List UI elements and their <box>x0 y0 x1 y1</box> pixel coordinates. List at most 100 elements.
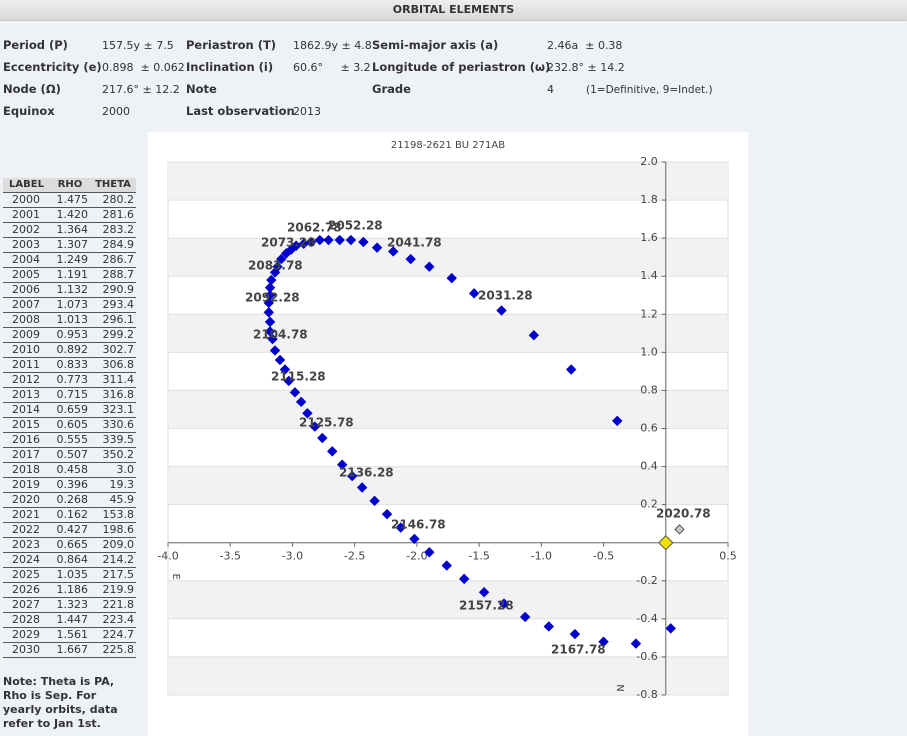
table-cell: 2028 <box>3 612 50 628</box>
year-annotation: 2104.78 <box>253 328 308 342</box>
table-cell: 224.7 <box>90 627 136 643</box>
table-cell: 153.8 <box>90 507 136 523</box>
element-value: 4 <box>547 83 554 96</box>
element-label: Node (Ω) <box>3 82 61 96</box>
point <box>274 354 286 366</box>
point <box>323 234 334 246</box>
point <box>358 236 369 248</box>
y-tick-label: 0.4 <box>640 460 658 473</box>
x-tick-label: -3.0 <box>282 550 303 563</box>
table-cell: 283.2 <box>90 222 136 238</box>
table-cell: 0.555 <box>50 432 90 448</box>
table-cell: 2009 <box>3 327 50 343</box>
table-cell: 2016 <box>3 432 50 448</box>
table-cell: 1.073 <box>50 297 90 313</box>
table-cell: 1.323 <box>50 597 90 613</box>
y-tick-label: 1.6 <box>640 231 658 244</box>
table-row: 2004 1.249 286.7 <box>3 252 136 268</box>
table-cell: 1.307 <box>50 237 90 253</box>
element-value: 1862.9y ± 4.8 <box>293 39 372 52</box>
year-annotation: 2020.78 <box>656 507 711 521</box>
point <box>468 288 480 299</box>
year-annotation: 2125.78 <box>299 416 354 430</box>
table-row: 2008 1.013 296.1 <box>3 312 136 328</box>
orbit-table: LABEL RHO THETA 2000 1.475 280.2 2001 1.420 281.… <box>3 178 136 658</box>
element-label: Semi-major axis (a) <box>372 38 499 52</box>
table-cell: 323.1 <box>90 402 136 418</box>
element-label: Equinox <box>3 104 55 118</box>
table-cell: 2015 <box>3 417 50 433</box>
table-cell: 221.8 <box>90 597 136 613</box>
year-annotation: 2136.28 <box>339 466 394 480</box>
y-tick-label: -0.8 <box>636 688 657 701</box>
table-cell: 2023 <box>3 537 50 553</box>
table-cell: 1.561 <box>50 627 90 643</box>
table-cell: 2003 <box>3 237 50 253</box>
grid-band <box>169 580 727 619</box>
table-cell: 2017 <box>3 447 50 463</box>
table-cell: 2008 <box>3 312 50 328</box>
table-cell: 0.458 <box>50 462 90 478</box>
table-cell: 2012 <box>3 372 50 388</box>
point <box>565 364 577 375</box>
table-cell: 1.191 <box>50 267 90 283</box>
grid-band <box>169 390 727 429</box>
grid-band <box>169 656 727 695</box>
element-label: Period (P) <box>3 38 68 52</box>
table-cell: 302.7 <box>90 342 136 358</box>
table-row: 2017 0.507 350.2 <box>3 447 136 463</box>
table-cell: 1.364 <box>50 222 90 238</box>
element-label: Note <box>186 82 217 96</box>
year-annotation: 2157.28 <box>459 599 514 613</box>
table-cell: 1.420 <box>50 207 90 223</box>
table-cell: 0.665 <box>50 537 90 553</box>
point <box>356 482 368 493</box>
point <box>266 274 277 286</box>
table-cell: 2006 <box>3 282 50 298</box>
year-annotation: 2041.78 <box>387 236 442 250</box>
year-annotation: 2031.28 <box>478 289 533 303</box>
table-cell: 2019 <box>3 477 50 493</box>
table-cell: 2025 <box>3 567 50 583</box>
element-label: Inclination (i) <box>186 60 274 74</box>
table-cell: 2001 <box>3 207 50 223</box>
table-cell: 0.507 <box>50 447 90 463</box>
y-tick-label: 0.2 <box>640 498 658 511</box>
year-annotation: 2146.78 <box>391 518 446 532</box>
column-header: THETA <box>90 178 136 193</box>
table-cell: 350.2 <box>90 447 136 463</box>
east-label: E <box>170 574 181 580</box>
y-tick-label: 1.4 <box>640 269 658 282</box>
table-cell: 0.396 <box>50 477 90 493</box>
element-value: 0.898 ± 0.062 <box>102 61 185 74</box>
table-cell: 2020 <box>3 492 50 508</box>
point <box>424 547 435 558</box>
point <box>264 282 276 293</box>
table-row: 2001 1.420 281.6 <box>3 207 136 223</box>
table-cell: 0.773 <box>50 372 90 388</box>
table-cell: 2002 <box>3 222 50 238</box>
point <box>314 234 326 246</box>
x-tick-label: -0.5 <box>593 550 614 563</box>
table-cell: 217.5 <box>90 567 136 583</box>
year-annotation: 2167.78 <box>551 643 606 657</box>
table-cell: 0.659 <box>50 402 90 418</box>
point <box>458 573 470 585</box>
point <box>371 242 383 253</box>
element-label: Eccentricity (e) <box>3 60 102 74</box>
table-row: 2002 1.364 283.2 <box>3 222 136 238</box>
header-title: ORBITAL ELEMENTS <box>0 0 907 21</box>
point <box>569 628 581 640</box>
table-cell: 19.3 <box>90 477 136 493</box>
point <box>345 234 357 246</box>
table-cell: 330.6 <box>90 417 136 433</box>
table-cell: 1.667 <box>50 642 90 658</box>
point <box>276 253 287 265</box>
table-cell: 214.2 <box>90 552 136 568</box>
table-row: 2020 0.268 45.9 <box>3 492 136 508</box>
grid-band <box>169 162 727 201</box>
point <box>674 524 685 535</box>
point <box>269 345 281 356</box>
x-tick-label: -1.5 <box>468 550 489 563</box>
